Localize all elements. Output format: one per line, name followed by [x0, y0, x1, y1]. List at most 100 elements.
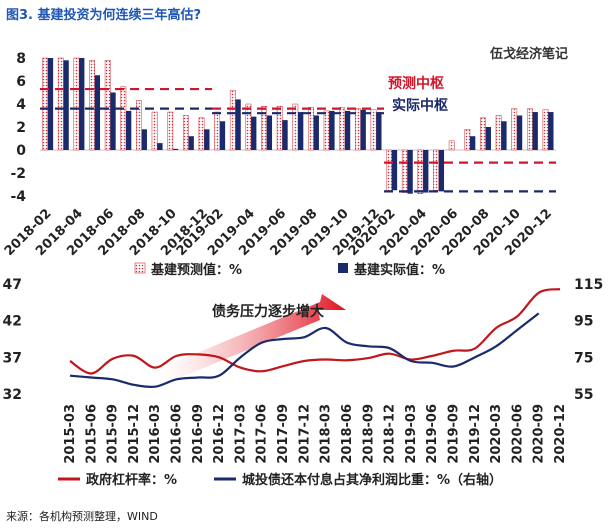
c1-actual-bar: [360, 109, 366, 150]
c1-forecast-bar: [354, 108, 361, 151]
c1-actual-bar: [391, 150, 398, 191]
c1-bars: [42, 57, 554, 274]
c1-y-tick-label: -2: [10, 166, 26, 182]
c1-forecast-bar: [245, 103, 252, 151]
c1-forecast-bar: [198, 117, 205, 151]
c2-x-tick-label: 2016-12: [212, 404, 227, 464]
c1-actual-bar: [188, 136, 194, 150]
c1-forecast-bar: [89, 60, 95, 151]
c2-x-tick-label: 2017-03: [233, 404, 248, 464]
c1-actual-bar: [532, 112, 538, 150]
c2-x-tick-label: 2020-06: [510, 404, 525, 464]
c1-forecast-bar: [526, 108, 533, 151]
c2-x-tick-label: 2020-03: [489, 404, 504, 464]
c1-forecast-bar: [104, 60, 111, 151]
c1-actual-bar: [235, 99, 241, 150]
c1-actual-bar: [204, 129, 210, 150]
c1-y-tick-label: 2: [16, 120, 26, 136]
c2-x-tick-label: 2018-12: [383, 404, 398, 464]
c1-y-tick-label: 8: [16, 51, 26, 67]
c2-x-tick-label: 2015-06: [84, 404, 99, 464]
c1-actual-bar: [516, 115, 523, 150]
c1-actual-bar: [172, 148, 179, 150]
c2-right-tick-label: 115: [574, 277, 603, 293]
c1-actual-bar: [407, 150, 413, 194]
c1-forecast-bar: [480, 117, 486, 151]
c1-actual-bar: [329, 110, 335, 150]
c1-actual-bar: [126, 110, 132, 150]
c1-actual-bar: [219, 121, 226, 150]
c1-actual-center-label: 实际中枢: [392, 97, 448, 114]
c1-y-tick-label: 6: [16, 74, 26, 90]
c1-actual-bar: [548, 112, 554, 150]
c1-actual-bar: [79, 58, 85, 150]
c1-legend-forecast-swatch: [134, 262, 146, 274]
source-note: 来源：各机构预测整理，WIND: [6, 510, 158, 523]
c1-forecast-bar: [57, 57, 64, 151]
c1-legend-actual-swatch: [338, 263, 348, 273]
c2-x-tick-label: 2016-03: [148, 404, 163, 464]
c2-annotation: 债务压力逐步增大: [212, 303, 324, 320]
c1-actual-bar: [485, 127, 491, 150]
c1-y-tick-label: 0: [16, 143, 26, 159]
c2-left-tick-label: 32: [3, 387, 22, 403]
c2-x-tick-label: 2016-06: [170, 404, 185, 464]
c2-lines: [58, 288, 561, 481]
c1-actual-bar: [423, 150, 429, 193]
c1-forecast-bar: [542, 109, 549, 151]
c2-x-tick-label: 2018-09: [361, 404, 376, 464]
c1-forecast-bar: [464, 129, 471, 151]
c2-left-tick-label: 42: [3, 314, 22, 330]
c1-forecast-bar: [417, 149, 424, 194]
c1-forecast-bar: [136, 100, 142, 151]
c1-forecast-bar: [151, 111, 158, 151]
c2-x-tick-label: 2020-09: [532, 404, 547, 464]
c1-forecast-bar: [433, 149, 439, 191]
c2-x-tick-label: 2015-03: [63, 404, 78, 464]
c1-forecast-center-label: 预测中枢: [388, 75, 444, 92]
c1-legend-actual-label: 基建实际值：%: [353, 262, 445, 278]
c1-actual-bar: [298, 112, 304, 150]
c2-x-tick-label: 2019-09: [446, 404, 461, 464]
figure-title: 图3. 基建投资为何连续三年高估?: [6, 8, 202, 23]
c1-forecast-bar: [120, 86, 127, 151]
c2-pressure-arrow-body: [146, 294, 346, 390]
c1-forecast-bar: [323, 110, 330, 151]
c2-left-tick-label: 47: [3, 277, 22, 293]
c1-forecast-bar: [370, 109, 377, 151]
c1-forecast-bar: [292, 103, 299, 151]
c2-x-tick-label: 2015-09: [106, 404, 121, 464]
c1-y-tick-label: -4: [10, 189, 26, 205]
c1-actual-bar: [376, 112, 382, 150]
leverage-line-chart: 47 42 37 32 115 95 75 55 债务压力逐步增大 2015-03 2015-06 2…: [3, 277, 604, 488]
c2-arrow: [146, 294, 346, 390]
c2-legend-gov-label: 政府杠杆率：%: [86, 472, 177, 488]
c2-legend-lgfv-label: 城投债还本付息占其净利润比重：%（右轴）: [242, 472, 502, 488]
c2-x-tick-label: 2020-12: [553, 404, 568, 464]
watermark: 伍戈经济笔记: [489, 46, 568, 62]
c2-x-tick-label: 2019-12: [468, 404, 483, 464]
c1-forecast-bar: [229, 89, 236, 151]
c2-x-tick-label: 2017-06: [255, 404, 270, 464]
c1-center-lines: [40, 87, 556, 193]
c1-forecast-bar: [167, 111, 174, 151]
c1-actual-bar: [344, 110, 351, 150]
c2-gov-leverage-line: [69, 288, 561, 375]
c2-left-tick-label: 37: [3, 350, 22, 366]
c2-x-tick-label: 2017-09: [276, 404, 291, 464]
c2-x-tick-label: 2019-06: [425, 404, 440, 464]
c1-forecast-bar: [386, 149, 393, 192]
c1-actual-bar: [94, 75, 101, 150]
c1-actual-bar: [470, 136, 476, 150]
c1-actual-bar: [438, 150, 445, 192]
c2-x-tick-label: 2018-06: [340, 404, 355, 464]
c2-x-tick-label: 2016-09: [191, 404, 206, 464]
c2-right-tick-label: 55: [574, 387, 593, 403]
c1-actual-bar: [266, 115, 273, 150]
c2-right-tick-label: 75: [574, 350, 593, 366]
c2-x-tick-label: 2019-03: [404, 404, 419, 464]
c1-forecast-bar: [214, 111, 221, 151]
c1-actual-bar: [63, 60, 69, 150]
c1-forecast-bar: [42, 57, 49, 151]
c1-y-tick-label: 4: [16, 97, 26, 113]
